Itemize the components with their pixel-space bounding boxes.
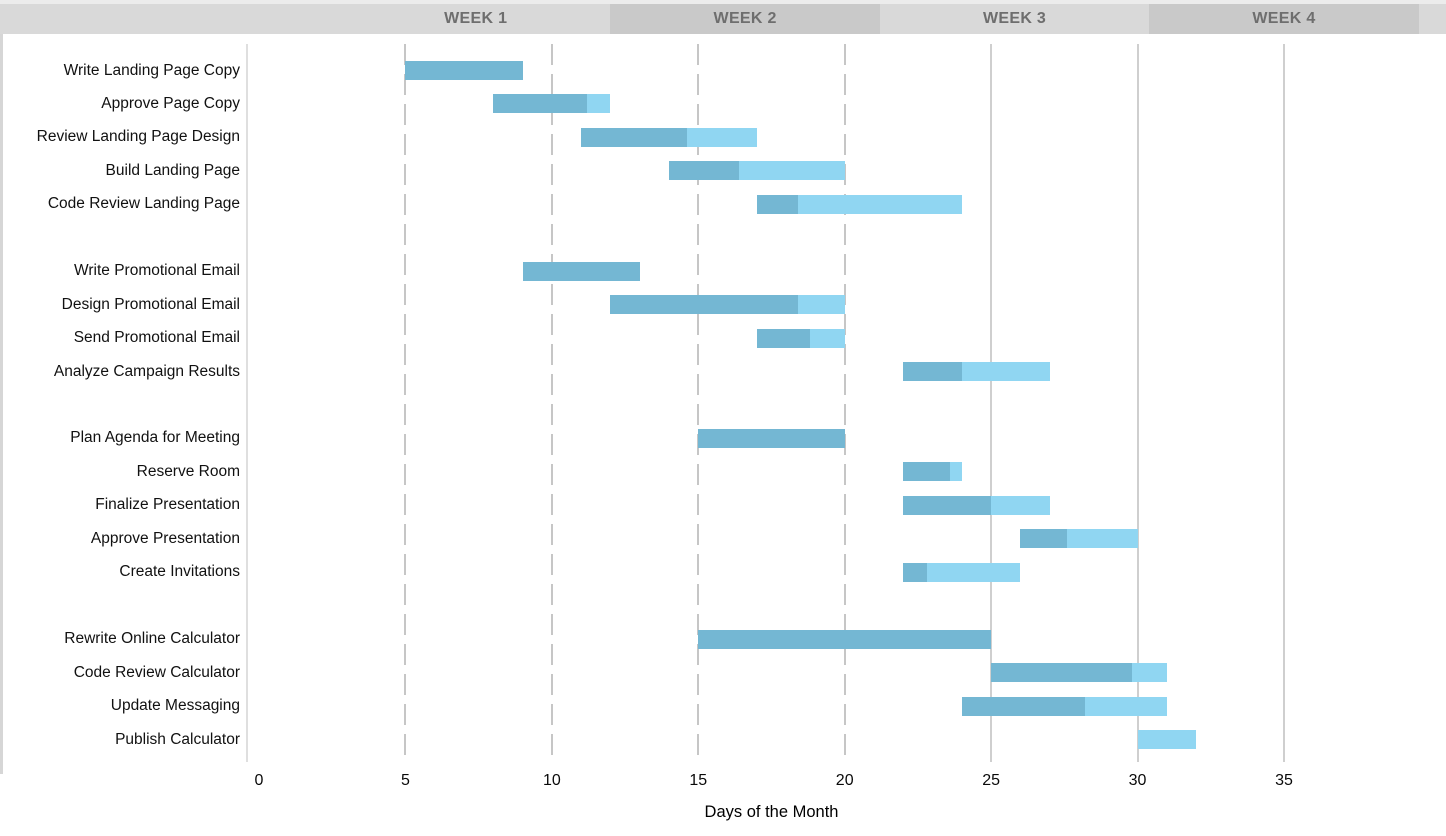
week-header-week-2: WEEK 2	[610, 4, 880, 34]
x-axis-title: Days of the Month	[704, 803, 839, 821]
category-axis-line	[246, 44, 248, 762]
x-axis-tick-0: 0	[254, 772, 264, 789]
week-header-week-3: WEEK 3	[982, 10, 1047, 27]
x-axis-tick-5: 5	[400, 772, 410, 789]
task-label: Rewrite Online Calculator	[64, 630, 240, 648]
gantt-bar-complete	[669, 161, 740, 181]
task-label: Review Landing Page Design	[36, 128, 240, 146]
gantt-bar-remaining	[809, 328, 845, 348]
gantt-bar-complete	[756, 194, 798, 214]
gantt-bar-complete	[903, 362, 962, 382]
x-axis-tick-10: 10	[542, 772, 561, 789]
gantt-bar-remaining	[991, 495, 1050, 515]
gantt-bar-complete	[581, 127, 687, 147]
gantt-bar-remaining	[961, 362, 1050, 382]
left-window-edge	[0, 34, 3, 774]
gantt-bar-remaining	[797, 295, 845, 315]
task-label: Build Landing Page	[105, 161, 240, 179]
gridline-day-30	[1136, 44, 1139, 762]
gantt-bar-complete	[698, 629, 992, 649]
gridline-day-15	[697, 44, 700, 762]
task-label: Publish Calculator	[115, 730, 240, 748]
gantt-bar-complete	[405, 61, 523, 80]
gantt-bar-remaining	[1137, 730, 1197, 749]
gantt-bar-complete	[903, 562, 927, 582]
x-axis-tick-15: 15	[689, 772, 708, 789]
gantt-bar-complete	[610, 295, 798, 315]
gantt-bar-complete	[698, 428, 845, 448]
x-axis-tick-25: 25	[982, 772, 1001, 789]
gantt-bar-remaining	[950, 462, 962, 482]
week-header-strip: WEEK 1 WEEK 2 WEEK 3 WEEK 4	[0, 4, 1446, 34]
task-label: Write Landing Page Copy	[63, 61, 240, 79]
task-label: Design Promotional Email	[61, 295, 240, 313]
task-label: Finalize Presentation	[95, 496, 240, 514]
gridline-day-25	[990, 44, 993, 762]
gridline-day-10	[550, 44, 553, 762]
task-label: Approve Presentation	[90, 529, 240, 547]
gridline-day-35	[1283, 44, 1285, 762]
week-header-week-1: WEEK 1	[444, 10, 508, 27]
x-axis-tick-35: 35	[1275, 772, 1293, 789]
gantt-bar-complete	[903, 462, 951, 482]
gridline-day-20	[843, 44, 846, 762]
gantt-bar-remaining	[797, 194, 962, 214]
x-axis-tick-20: 20	[835, 772, 854, 789]
gantt-bar-complete	[522, 261, 640, 281]
week-header-week-4: WEEK 4	[1149, 4, 1419, 34]
task-label: Create Invitations	[119, 563, 240, 581]
task-label: Code Review Calculator	[73, 663, 240, 681]
gantt-bar-remaining	[1131, 663, 1167, 683]
gantt-bar-remaining	[926, 562, 1021, 582]
task-label: Code Review Landing Page	[47, 195, 240, 213]
gantt-bar-remaining	[587, 94, 611, 114]
gantt-bar-remaining	[686, 127, 757, 147]
top-window-band	[0, 0, 1446, 4]
gantt-bar-complete	[961, 696, 1085, 716]
gantt-bar-remaining	[739, 161, 845, 181]
task-label: Send Promotional Email	[73, 329, 240, 347]
task-label: Analyze Campaign Results	[53, 362, 240, 380]
gantt-bar-remaining	[1084, 696, 1167, 716]
task-label: Reserve Room	[136, 462, 240, 480]
gantt-bar-complete	[756, 328, 810, 348]
gantt-bar-complete	[493, 94, 587, 114]
task-label: Update Messaging	[110, 697, 240, 715]
gantt-bar-remaining	[1067, 529, 1138, 549]
gantt-bar-complete	[991, 663, 1132, 683]
task-label: Approve Page Copy	[101, 94, 240, 112]
gantt-bar-complete	[1020, 529, 1068, 549]
task-label: Write Promotional Email	[74, 262, 240, 280]
gantt-bar-complete	[903, 495, 992, 515]
task-label: Plan Agenda for Meeting	[70, 429, 240, 447]
x-axis-tick-30: 30	[1128, 772, 1147, 789]
gridline-day-5	[404, 44, 407, 762]
